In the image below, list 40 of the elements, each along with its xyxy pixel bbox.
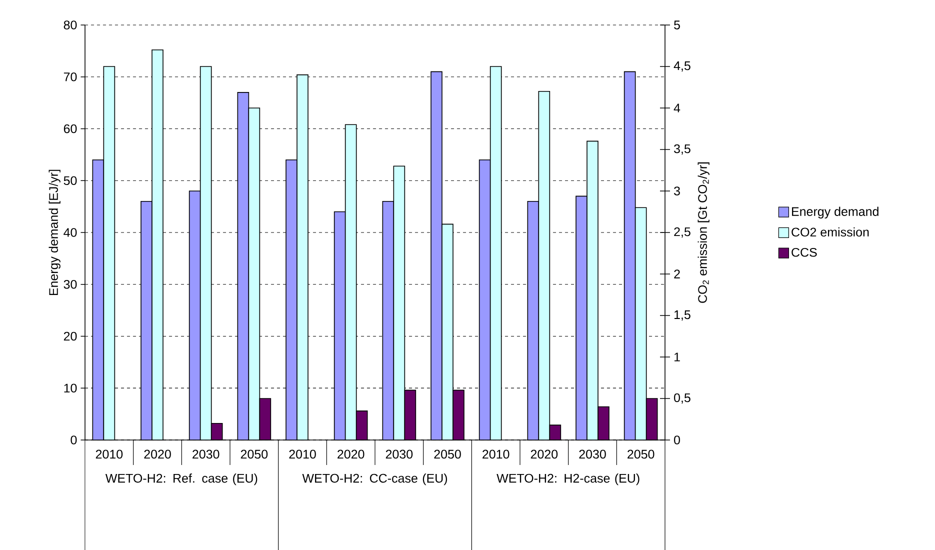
- y2-tick-label: 4: [674, 104, 680, 112]
- y2-tick-label: 1,5: [674, 310, 690, 320]
- y-tick-label: 20: [64, 332, 77, 341]
- x-tick-label: 2020: [530, 450, 558, 458]
- x-tick-label: 2030: [192, 450, 220, 458]
- y-tick-label: 70: [64, 72, 77, 82]
- y2-tick-label: 3: [674, 186, 680, 196]
- y-tick-label: 30: [64, 280, 77, 289]
- x-tick-label: 2020: [144, 450, 171, 458]
- y2-tick-label: 2: [674, 269, 680, 278]
- x-tick-label: 2010: [96, 450, 123, 458]
- legend-label: CCS: [792, 248, 817, 257]
- y2-tick-label: 5: [674, 20, 680, 30]
- text: WETO-H2: Ref. case (EU): [105, 473, 258, 486]
- y2-tick-label: 3,5: [674, 144, 690, 155]
- y-tick-label: 60: [64, 124, 77, 134]
- x-tick-label: 2030: [579, 450, 606, 458]
- y2-tick-label: 4,5: [674, 61, 690, 72]
- y2-tick-label: 1: [674, 352, 680, 362]
- y2-tick-label: 0: [674, 435, 680, 444]
- x-tick-label: 2050: [240, 450, 268, 458]
- text: WETO-H2: H2-case (EU): [496, 473, 640, 486]
- x-tick-label: 2050: [628, 450, 654, 458]
- y2-tick-label: 0,5: [674, 393, 690, 404]
- x-tick-label: 2010: [482, 450, 510, 458]
- text: WETO-H2: CC-case (EU): [302, 473, 448, 486]
- y-tick-label: 10: [64, 384, 77, 392]
- x-tick-label: 2050: [434, 450, 461, 458]
- legend-label: Energy demand: [792, 206, 878, 218]
- x-tick-label: 2020: [338, 450, 364, 458]
- legend-label: CO2 emission: [792, 227, 869, 236]
- y-tick-label: 50: [64, 176, 77, 185]
- x-tick-label: 2030: [386, 450, 413, 458]
- y2-axis-title: CO$_{2}$ emission [Gt CO$_{2}$/yr]: [698, 162, 710, 303]
- y-tick-label: 40: [64, 228, 77, 237]
- y2-tick-label: 2,5: [674, 227, 690, 238]
- x-tick-label: 2010: [289, 450, 316, 458]
- y-tick-label: 0: [70, 435, 77, 444]
- y-tick-label: 80: [64, 20, 77, 30]
- y-axis-title: Energy demand [EJ/yr]: [48, 170, 60, 295]
